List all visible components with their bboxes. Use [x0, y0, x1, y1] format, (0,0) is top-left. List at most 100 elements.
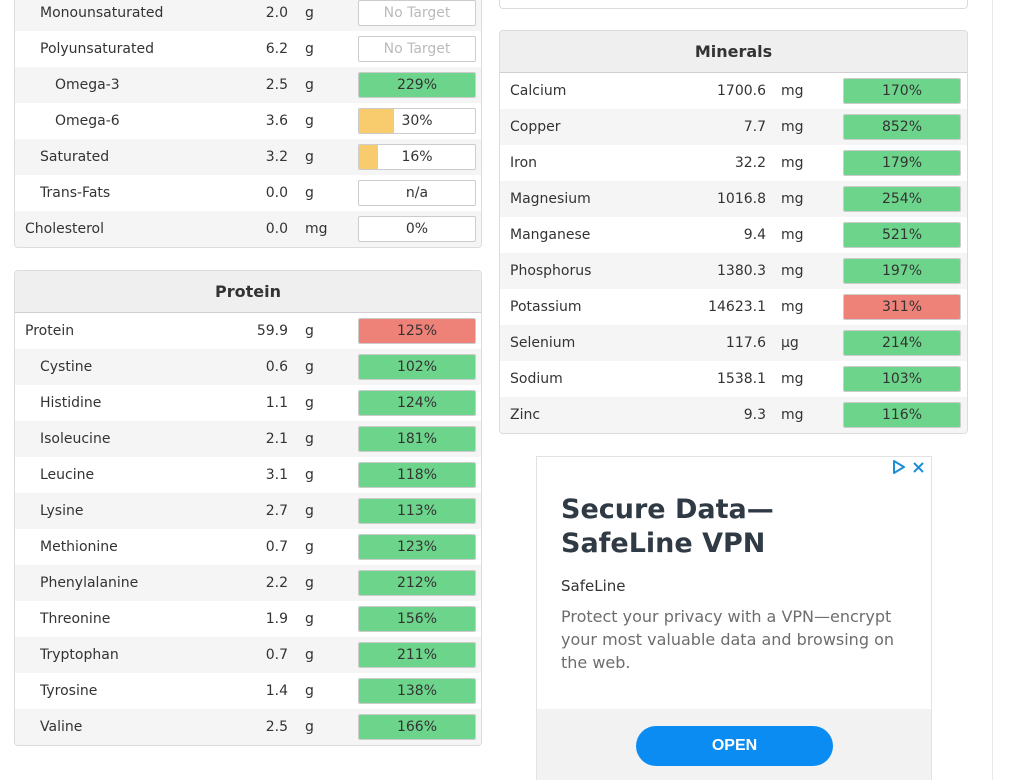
nutrient-row[interactable]: Protein 59.9 g 125%	[15, 313, 481, 349]
target-percent: 229%	[396, 77, 438, 93]
target-percent: 166%	[396, 719, 438, 735]
nutrient-name: Cystine	[40, 359, 93, 375]
target-percent: 102%	[396, 359, 438, 375]
nutrient-unit: g	[305, 611, 314, 627]
nutrient-unit: mg	[781, 155, 804, 171]
nutrient-row[interactable]: Calcium 1700.6 mg 170%	[500, 73, 967, 109]
target-progress-bar: 170%	[843, 78, 961, 104]
nutrient-row[interactable]: Iron 32.2 mg 179%	[500, 145, 967, 181]
nutrient-amount: 9.3	[743, 407, 766, 423]
nutrient-row[interactable]: Tryptophan 0.7 g 211%	[15, 637, 481, 673]
nutrient-row[interactable]: Histidine 1.1 g 124%	[15, 385, 481, 421]
nutrient-unit: g	[305, 149, 314, 165]
nutrient-amount: 2.1	[265, 431, 288, 447]
target-progress-fill	[844, 295, 960, 319]
nutrient-row[interactable]: Methionine 0.7 g 123%	[15, 529, 481, 565]
nutrient-name: Calcium	[510, 83, 567, 99]
nutrient-amount: 2.7	[265, 503, 288, 519]
protein-panel: Protein Protein 59.9 g 125% Cystine 0.6 g 102% H…	[14, 270, 482, 746]
nutrient-amount: 0.6	[265, 359, 288, 375]
nutrient-unit: g	[305, 683, 314, 699]
nutrient-unit: µg	[781, 335, 799, 351]
target-progress-fill	[359, 499, 475, 523]
nutrient-row[interactable]: Cystine 0.6 g 102%	[15, 349, 481, 385]
nutrient-row[interactable]: Valine 2.5 g 166%	[15, 709, 481, 745]
nutrient-name: Valine	[40, 719, 83, 735]
nutrient-row[interactable]: Leucine 3.1 g 118%	[15, 457, 481, 493]
open-button[interactable]: OPEN	[636, 726, 833, 766]
target-progress-fill	[359, 463, 475, 487]
nutrient-unit: g	[305, 77, 314, 93]
ad-description: Protect your privacy with a VPN—encrypt …	[561, 607, 894, 672]
target-progress-fill	[359, 607, 475, 631]
nutrient-unit: mg	[781, 407, 804, 423]
target-progress-fill	[359, 571, 475, 595]
nutrient-amount: 9.4	[743, 227, 766, 243]
nutrient-amount: 6.2	[265, 41, 288, 57]
nutrient-unit: mg	[781, 83, 804, 99]
target-percent: 521%	[881, 227, 923, 243]
target-progress-fill	[844, 259, 960, 283]
fats-rows: Monounsaturated 2.0 g No Target Polyunsatura…	[15, 0, 481, 247]
nutrient-amount: 1.1	[265, 395, 288, 411]
previous-panel-edge	[499, 0, 968, 9]
ad-title[interactable]: Secure Data—SafeLine VPN	[561, 494, 774, 559]
nutrient-row[interactable]: Cholesterol 0.0 mg 0%	[15, 211, 481, 247]
target-progress-fill	[359, 715, 475, 739]
nutrient-row[interactable]: Copper 7.7 mg 852%	[500, 109, 967, 145]
nutrient-row[interactable]: Omega-3 2.5 g 229%	[15, 67, 481, 103]
target-percent: 197%	[881, 263, 923, 279]
nutrient-row[interactable]: Tyrosine 1.4 g 138%	[15, 673, 481, 709]
minerals-panel-title: Minerals	[500, 31, 967, 73]
nutrient-row[interactable]: Threonine 1.9 g 156%	[15, 601, 481, 637]
nutrient-unit: g	[305, 185, 314, 201]
nutrient-row[interactable]: Phenylalanine 2.2 g 212%	[15, 565, 481, 601]
nutrient-name: Omega-3	[55, 77, 120, 93]
target-progress-fill	[844, 187, 960, 211]
target-percent: 254%	[881, 191, 923, 207]
nutrient-amount: 2.0	[265, 5, 288, 21]
target-progress-bar: 116%	[843, 402, 961, 428]
nutrient-name: Polyunsaturated	[40, 41, 154, 57]
target-progress-bar: 138%	[358, 678, 476, 704]
nutrient-row[interactable]: Potassium 14623.1 mg 311%	[500, 289, 967, 325]
nutrient-name: Protein	[25, 323, 75, 339]
target-progress-fill	[844, 223, 960, 247]
target-percent: 179%	[881, 155, 923, 171]
nutrient-row[interactable]: Monounsaturated 2.0 g No Target	[15, 0, 481, 31]
nutrient-name: Zinc	[510, 407, 541, 423]
nutrient-name: Threonine	[40, 611, 111, 627]
nutrient-amount: 3.2	[265, 149, 288, 165]
nutrient-row[interactable]: Isoleucine 2.1 g 181%	[15, 421, 481, 457]
nutrient-name: Selenium	[510, 335, 576, 351]
target-percent: 156%	[396, 611, 438, 627]
nutrient-row[interactable]: Lysine 2.7 g 113%	[15, 493, 481, 529]
nutrient-amount: 1016.8	[717, 191, 766, 207]
nutrient-name: Omega-6	[55, 113, 120, 129]
nutrient-name: Methionine	[40, 539, 118, 555]
nutrient-row[interactable]: Omega-6 3.6 g 30%	[15, 103, 481, 139]
vpn-ad[interactable]: Secure Data—SafeLine VPN SafeLine Protec…	[536, 456, 932, 780]
target-progress-bar: 123%	[358, 534, 476, 560]
nutrient-row[interactable]: Polyunsaturated 6.2 g No Target	[15, 31, 481, 67]
nutrient-unit: mg	[781, 371, 804, 387]
nutrient-name: Trans-Fats	[40, 185, 111, 201]
target-progress-bar: 521%	[843, 222, 961, 248]
nutrient-row[interactable]: Saturated 3.2 g 16%	[15, 139, 481, 175]
nutrient-row[interactable]: Magnesium 1016.8 mg 254%	[500, 181, 967, 217]
nutrient-row[interactable]: Selenium 117.6 µg 214%	[500, 325, 967, 361]
nutrient-row[interactable]: Sodium 1538.1 mg 103%	[500, 361, 967, 397]
target-progress-bar: No Target	[358, 36, 476, 62]
minerals-panel: Minerals Calcium 1700.6 mg 170% Copper 7.7 mg 8…	[499, 30, 968, 434]
nutrient-row[interactable]: Trans-Fats 0.0 g n/a	[15, 175, 481, 211]
ad-choices-icon[interactable]	[892, 460, 906, 478]
nutrient-row[interactable]: Zinc 9.3 mg 116%	[500, 397, 967, 433]
target-percent: 16%	[401, 149, 433, 165]
target-progress-fill	[359, 427, 475, 451]
nutrient-row[interactable]: Manganese 9.4 mg 521%	[500, 217, 967, 253]
nutrient-unit: g	[305, 359, 314, 375]
nutrient-amount: 32.2	[734, 155, 766, 171]
nutrient-row[interactable]: Phosphorus 1380.3 mg 197%	[500, 253, 967, 289]
close-icon[interactable]	[912, 460, 925, 478]
nutrient-name: Potassium	[510, 299, 582, 315]
